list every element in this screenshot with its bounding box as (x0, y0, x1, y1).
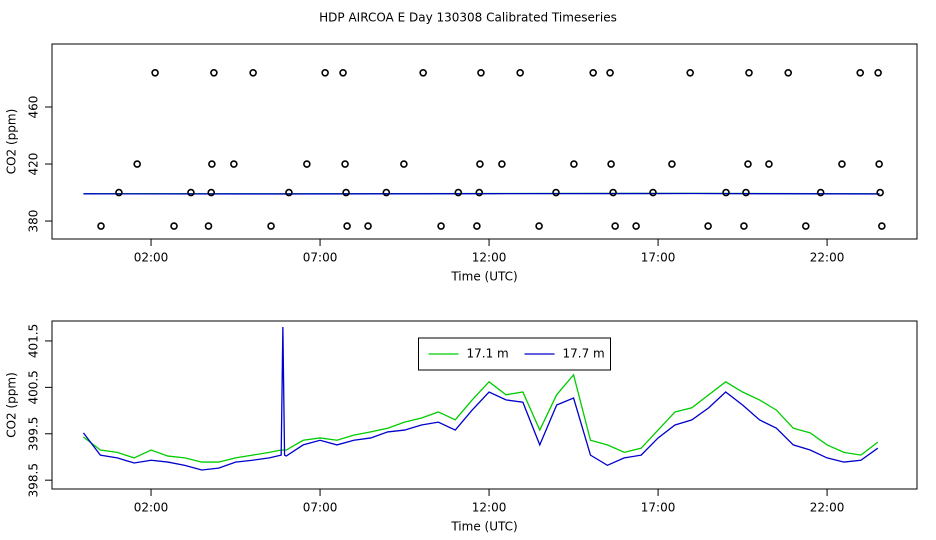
data-point (303, 160, 311, 168)
data-point (552, 188, 560, 197)
data-point (632, 222, 640, 230)
data-point (341, 160, 349, 168)
data-point (875, 160, 883, 168)
data-point (477, 68, 485, 77)
data-point (744, 160, 752, 168)
series-line (83, 373, 879, 463)
data-point (97, 222, 105, 230)
data-point (230, 160, 238, 168)
data-point (208, 160, 216, 168)
data-point (745, 68, 753, 77)
x-tick-label: 07:00 (303, 501, 338, 515)
y-tick-label: 460 (27, 96, 41, 119)
x-axis-label: Time (UTC) (450, 270, 517, 284)
data-point (611, 222, 619, 230)
data-point (419, 68, 427, 77)
data-point (801, 222, 810, 230)
data-point (476, 160, 484, 168)
legend-label: 17.7 m (563, 347, 605, 361)
data-point (364, 222, 372, 230)
plot-frame (51, 43, 918, 240)
data-point (204, 222, 213, 230)
data-point (740, 222, 748, 230)
y-tick-label: 420 (27, 153, 41, 176)
data-point (856, 68, 865, 77)
data-point (475, 188, 484, 197)
data-point (606, 68, 614, 77)
data-point (321, 68, 329, 77)
data-point (878, 222, 886, 230)
data-point (133, 160, 141, 168)
data-point (649, 188, 657, 197)
plot-frame (51, 320, 918, 490)
y-tick-label: 399.5 (27, 417, 41, 451)
data-point (742, 188, 750, 197)
data-point (249, 68, 257, 77)
data-point (151, 68, 159, 77)
data-point (686, 68, 694, 77)
chart-title: HDP AIRCOA E Day 130308 Calibrated Times… (319, 11, 617, 25)
data-point (400, 160, 408, 168)
data-point (343, 222, 351, 230)
data-point (784, 68, 793, 77)
data-point (267, 222, 275, 230)
data-point (816, 188, 825, 197)
data-point (704, 222, 712, 230)
data-point (207, 188, 216, 197)
data-point (473, 222, 481, 230)
y-axis-label: CO2 (ppm) (5, 372, 19, 438)
y-tick-label: 401.5 (27, 324, 41, 358)
y-tick-label: 380 (27, 210, 41, 233)
data-point (437, 222, 445, 230)
x-tick-label: 17:00 (641, 501, 676, 515)
data-point (876, 188, 884, 197)
data-point (722, 188, 730, 197)
data-point (498, 160, 506, 168)
y-axis-label: CO2 (ppm) (5, 109, 19, 175)
series-line (82, 327, 879, 471)
x-tick-label: 22:00 (810, 251, 845, 265)
x-tick-label: 12:00 (472, 501, 507, 515)
x-tick-label: 07:00 (303, 251, 338, 265)
data-point (170, 222, 178, 230)
data-point (589, 68, 597, 77)
data-point (115, 188, 123, 197)
data-point (210, 68, 218, 77)
x-tick-label: 22:00 (810, 501, 845, 515)
data-point (570, 160, 578, 168)
x-axis-label: Time (UTC) (450, 520, 517, 534)
legend-label: 17.1 m (467, 347, 509, 361)
legend: 17.1 m 17.7 m (418, 337, 611, 371)
data-point (187, 188, 195, 197)
data-point (609, 188, 617, 197)
data-point (382, 188, 391, 197)
data-point (668, 160, 676, 168)
data-point (838, 160, 846, 168)
data-point (607, 160, 615, 168)
data-point (285, 188, 293, 197)
data-point (342, 188, 350, 197)
y-tick-label: 398.5 (27, 463, 41, 497)
x-tick-label: 02:00 (134, 251, 169, 265)
data-point (339, 68, 347, 77)
data-point (535, 222, 543, 230)
data-point (454, 188, 463, 197)
data-point (765, 160, 773, 168)
x-tick-label: 17:00 (641, 251, 676, 265)
data-point (516, 68, 524, 77)
data-point (874, 68, 882, 77)
x-tick-label: 12:00 (472, 251, 507, 265)
y-tick-label: 400.5 (27, 370, 41, 404)
x-tick-label: 02:00 (134, 501, 169, 515)
